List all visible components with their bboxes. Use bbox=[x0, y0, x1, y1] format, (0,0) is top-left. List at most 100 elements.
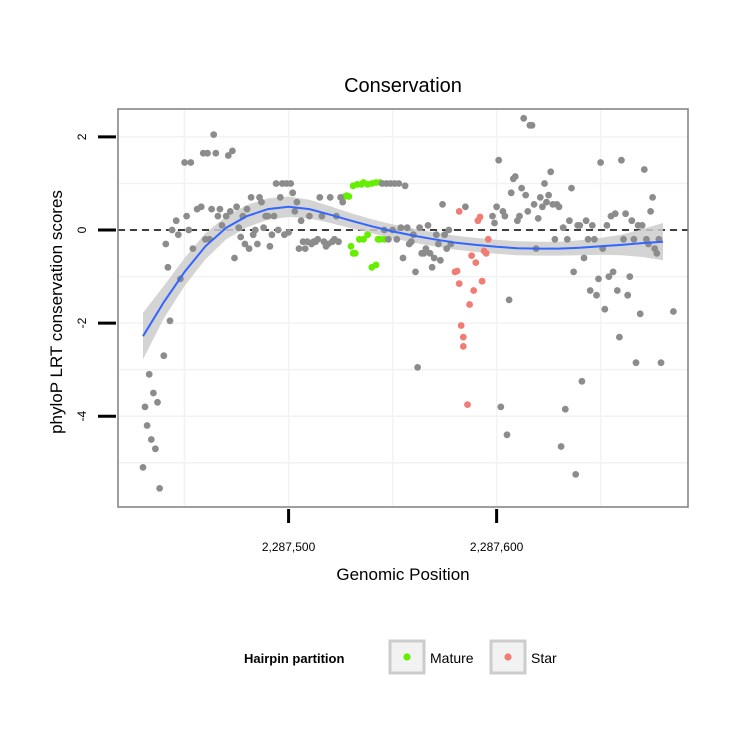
data-point-other bbox=[536, 194, 544, 201]
data-point-other bbox=[620, 235, 627, 243]
data-point-other bbox=[150, 389, 157, 397]
data-point-other bbox=[547, 168, 555, 176]
data-point-other bbox=[301, 245, 309, 253]
data-point-other bbox=[491, 219, 498, 227]
data-point-other bbox=[187, 159, 195, 166]
data-point-other bbox=[518, 184, 525, 192]
data-point-other bbox=[293, 198, 301, 206]
data-point-other bbox=[541, 180, 548, 187]
data-point-other bbox=[276, 194, 284, 201]
data-point-other bbox=[287, 180, 295, 187]
data-point-other bbox=[443, 245, 451, 253]
data-point-star bbox=[476, 213, 484, 221]
data-point-other bbox=[570, 268, 577, 276]
chart-title: Conservation bbox=[344, 75, 462, 97]
data-point-other bbox=[543, 198, 550, 206]
data-point-other bbox=[591, 235, 598, 243]
plot-panel bbox=[118, 109, 688, 507]
x-axis-title: Genomic Position bbox=[336, 565, 469, 584]
y-tick-label: -2 bbox=[75, 317, 89, 328]
data-point-other bbox=[245, 245, 253, 253]
data-point-other bbox=[416, 224, 423, 232]
y-tick-label: 0 bbox=[75, 226, 89, 233]
data-point-other bbox=[316, 194, 324, 201]
data-point-other bbox=[403, 224, 411, 232]
data-point-other bbox=[445, 226, 453, 234]
data-point-star bbox=[457, 322, 465, 329]
data-point-other bbox=[657, 359, 665, 367]
data-point-other bbox=[582, 217, 590, 225]
data-point-other bbox=[616, 333, 623, 341]
data-point-other bbox=[258, 198, 265, 206]
data-point-other bbox=[229, 147, 236, 155]
plot-border bbox=[117, 108, 689, 508]
data-point-star bbox=[466, 301, 473, 308]
data-point-other bbox=[593, 291, 600, 299]
data-point-other bbox=[393, 235, 401, 243]
data-point-other bbox=[254, 240, 261, 248]
data-point-star bbox=[470, 287, 478, 294]
data-point-other bbox=[247, 194, 255, 201]
data-point-other bbox=[422, 245, 430, 253]
data-point-other bbox=[632, 359, 640, 367]
data-point-other bbox=[289, 189, 297, 197]
data-point-other bbox=[268, 231, 276, 239]
data-point-other bbox=[649, 194, 656, 201]
data-point-star bbox=[455, 280, 463, 287]
plot-area: 2,287,500 2,287,600 2 0 -2 -4 bbox=[75, 108, 689, 554]
data-point-other bbox=[154, 398, 161, 406]
data-point-other bbox=[503, 431, 511, 439]
data-point-star bbox=[472, 259, 480, 266]
data-point-other bbox=[628, 217, 636, 225]
data-point-other bbox=[557, 443, 565, 450]
data-point-other bbox=[414, 364, 421, 371]
data-point-other bbox=[407, 238, 415, 246]
data-point-other bbox=[397, 224, 405, 232]
data-point-other bbox=[318, 212, 326, 220]
x-tick-label: 2,287,600 bbox=[470, 540, 524, 554]
data-point-other bbox=[566, 217, 573, 225]
data-point-other bbox=[143, 422, 151, 429]
data-point-other bbox=[274, 226, 282, 234]
data-point-other bbox=[210, 131, 218, 139]
data-point-mature bbox=[345, 193, 353, 200]
data-point-other bbox=[204, 149, 211, 157]
data-point-other bbox=[174, 231, 182, 239]
data-point-star bbox=[478, 277, 486, 285]
data-point-other bbox=[285, 229, 292, 236]
legend-key-mature bbox=[403, 653, 411, 661]
data-point-other bbox=[568, 184, 575, 192]
data-point-other bbox=[576, 222, 584, 229]
data-point-other bbox=[297, 217, 305, 225]
data-point-other bbox=[395, 180, 403, 187]
data-point-other bbox=[260, 224, 267, 232]
data-point-other bbox=[243, 205, 251, 213]
legend-title: Hairpin partition bbox=[244, 651, 344, 666]
data-point-other bbox=[611, 210, 619, 218]
data-point-other bbox=[233, 203, 241, 211]
data-point-other bbox=[605, 273, 613, 280]
data-point-other bbox=[264, 212, 272, 220]
data-point-other bbox=[208, 205, 216, 213]
data-point-other bbox=[164, 263, 172, 271]
data-point-other bbox=[534, 215, 542, 222]
data-point-other bbox=[141, 403, 149, 411]
data-point-other bbox=[424, 222, 432, 229]
data-point-other bbox=[501, 212, 509, 220]
data-point-other bbox=[638, 222, 646, 229]
data-point-other bbox=[428, 263, 436, 271]
data-point-star bbox=[455, 208, 463, 215]
data-point-other bbox=[218, 222, 226, 229]
data-point-other bbox=[399, 254, 407, 262]
data-point-other bbox=[437, 256, 444, 264]
data-point-other bbox=[528, 121, 536, 129]
data-point-other bbox=[489, 212, 496, 220]
data-point-other bbox=[162, 240, 170, 248]
smooth-trend-line bbox=[142, 205, 664, 337]
legend-label-mature: Mature bbox=[430, 650, 474, 666]
data-point-other bbox=[653, 249, 661, 257]
data-point-other bbox=[441, 231, 448, 239]
legend-label-star: Star bbox=[531, 650, 557, 666]
data-point-other bbox=[462, 203, 469, 211]
data-point-star bbox=[459, 333, 467, 341]
